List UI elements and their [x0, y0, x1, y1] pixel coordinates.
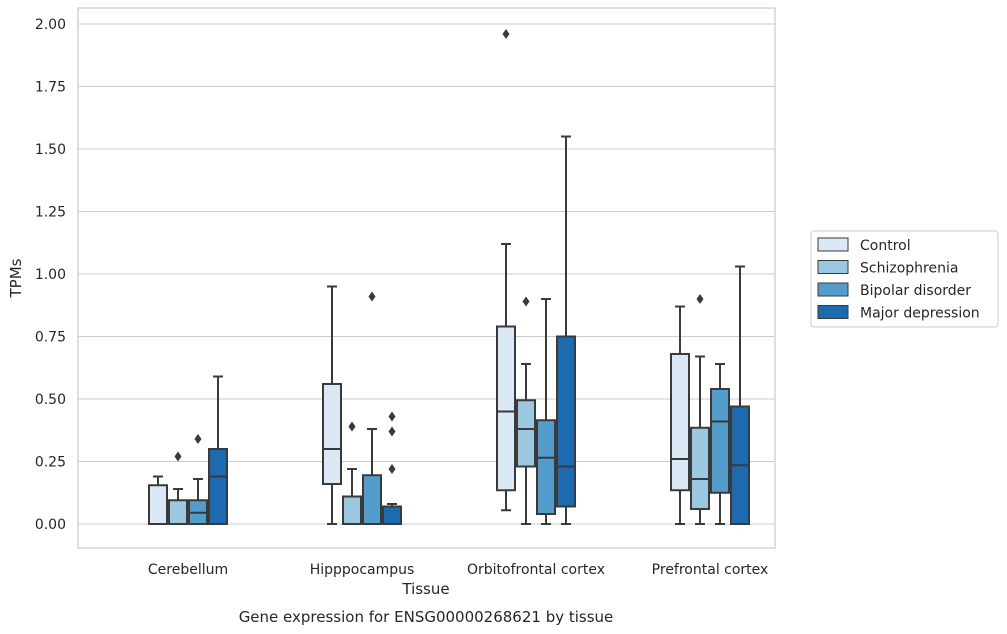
box-iqr [556, 335, 576, 508]
y-tick-label: 0.25 [35, 455, 66, 471]
box-0-3 [208, 375, 228, 525]
legend-label: Control [860, 238, 911, 254]
outlier-point [502, 29, 510, 39]
outlier-point [696, 294, 704, 304]
x-tick-labels: Cerebellum Hipppocampus Orbitofrontal cort… [148, 562, 768, 578]
y-tick-label: 2.00 [35, 17, 66, 33]
outlier-point [174, 451, 182, 462]
box-2-3 [556, 135, 576, 525]
legend-label: Major depression [860, 306, 980, 322]
box-iqr [516, 399, 536, 468]
x-tick-label: Prefrontal cortex [652, 562, 769, 578]
y-tick-labels: 0.00 0.25 0.50 0.75 1.00 1.25 1.50 1.75 2.00 [35, 17, 66, 533]
box-iqr [362, 474, 382, 525]
box-3-0 [670, 305, 690, 525]
box-2-2 [536, 298, 556, 525]
box-0-0 [148, 475, 168, 525]
y-tick-label: 1.00 [35, 267, 66, 283]
y-tick-label: 1.75 [35, 80, 66, 96]
box-0-1 [168, 451, 188, 525]
gridlines [78, 23, 775, 525]
box-3-3 [730, 265, 750, 525]
legend-label: Bipolar disorder [860, 283, 971, 299]
x-tick-label: Orbitofrontal cortex [467, 562, 605, 578]
y-tick-label: 1.50 [35, 142, 66, 158]
box-iqr [690, 426, 710, 510]
box-iqr [382, 505, 402, 525]
y-tick-label: 0.00 [35, 517, 66, 533]
plot-frame [77, 7, 776, 549]
box-2-0 [496, 29, 516, 512]
outlier-point [388, 464, 396, 474]
box-iqr [168, 499, 188, 525]
box-2-1 [516, 296, 536, 525]
legend-label: Schizophrenia [860, 261, 958, 277]
legend-swatch [817, 305, 849, 319]
box-iqr [342, 495, 362, 525]
outlier-point [522, 296, 530, 307]
y-tick-label: 0.75 [35, 330, 66, 346]
outlier-point [194, 434, 202, 444]
box-1-0 [322, 285, 342, 525]
box-iqr [148, 484, 168, 525]
x-tick-label: Hipppocampus [310, 562, 415, 578]
box-iqr [536, 419, 556, 515]
legend: Control Schizophrenia Bipolar disorder Majo… [810, 230, 999, 328]
box-iqr [710, 388, 730, 494]
chart-caption: Gene expression for ENSG00000268621 by t… [239, 608, 614, 626]
box-3-2 [710, 363, 730, 525]
outlier-point [368, 291, 376, 302]
legend-swatch [817, 237, 849, 252]
legend-swatch [817, 260, 849, 274]
box-3-1 [690, 294, 710, 525]
outlier-point [348, 421, 356, 432]
box-iqr [670, 353, 690, 492]
box-iqr [208, 448, 228, 525]
box-1-1 [342, 421, 362, 525]
box-0-2 [188, 434, 208, 525]
x-tick-label: Cerebellum [148, 562, 228, 578]
outlier-point [388, 426, 396, 437]
y-tick-label: 0.50 [35, 392, 66, 408]
box-1-2 [362, 291, 382, 525]
y-axis-label: TPMs [7, 258, 25, 298]
box-iqr [496, 325, 516, 492]
y-tick-label: 1.25 [35, 205, 66, 221]
box-iqr [322, 383, 342, 485]
box-1-3 [382, 411, 402, 525]
x-axis-label: Tissue [401, 580, 449, 598]
boxes-layer [148, 29, 750, 525]
legend-swatch [817, 282, 849, 297]
legend-frame [810, 230, 999, 328]
outlier-point [388, 411, 396, 422]
